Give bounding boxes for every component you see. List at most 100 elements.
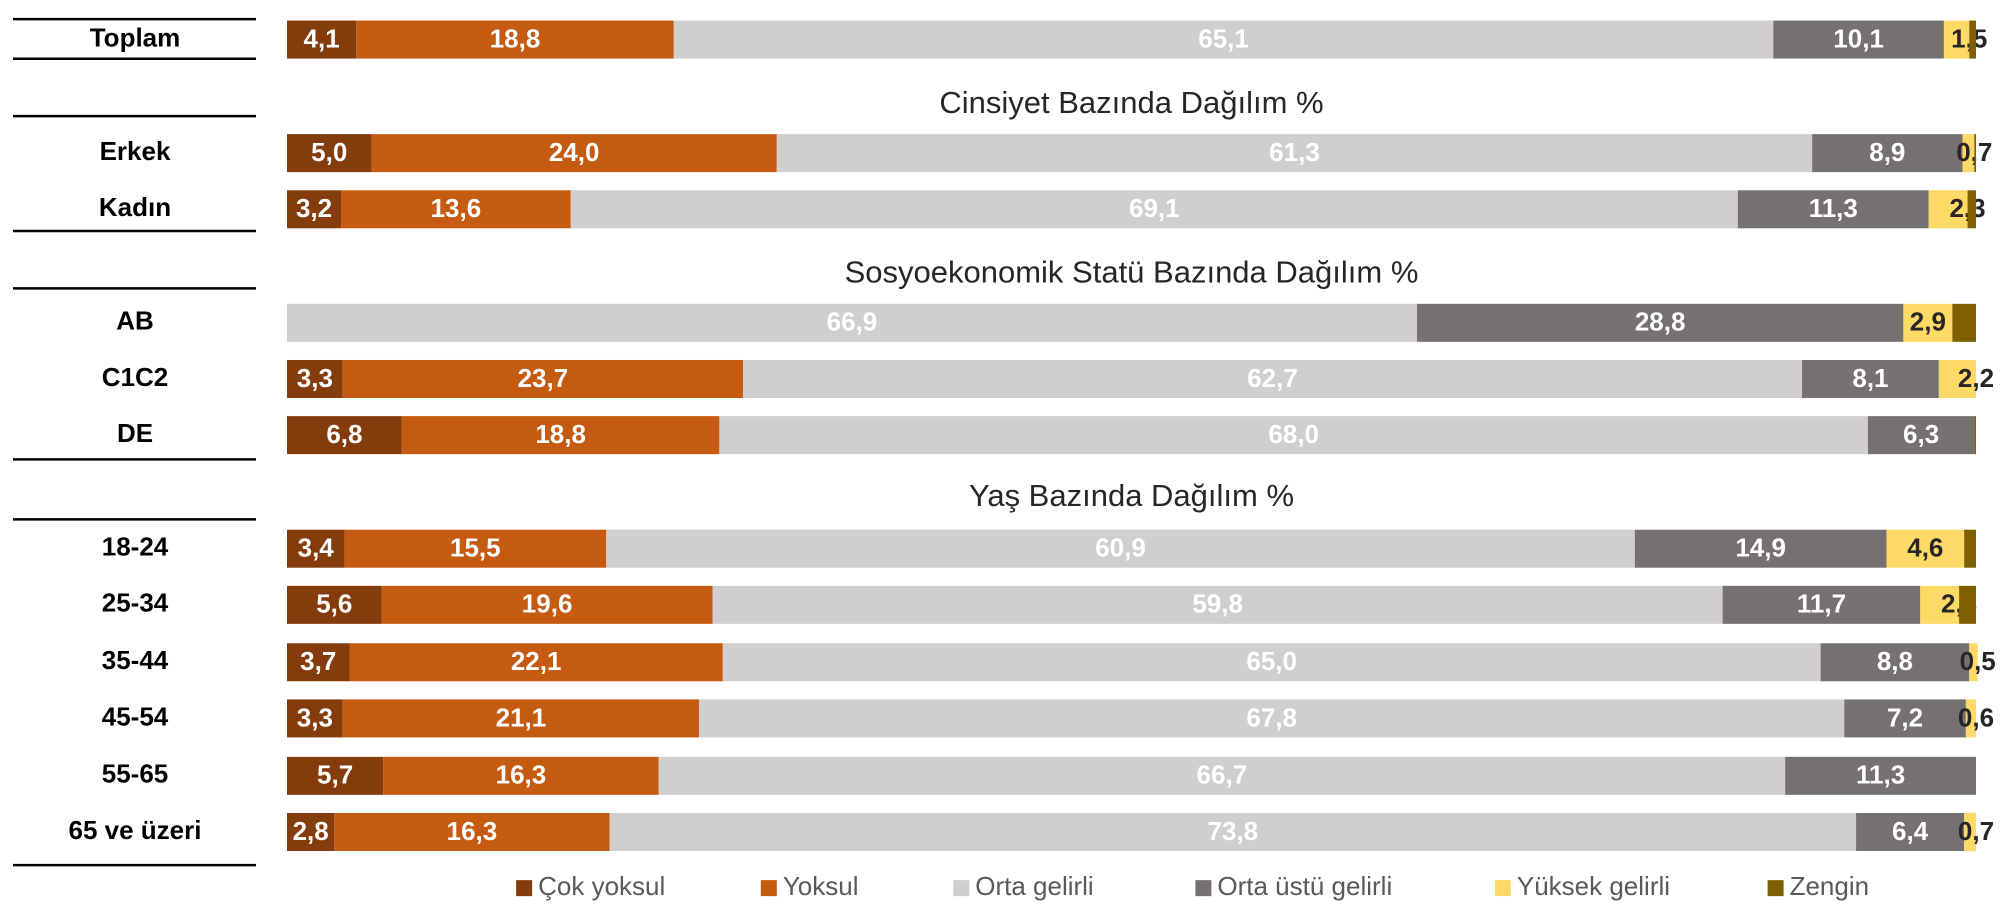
value-label: 18,8 [490, 23, 541, 53]
bar-segment [287, 643, 350, 682]
legend-label: Çok yoksul [538, 871, 665, 901]
bar-segment [699, 699, 1845, 738]
legend-swatch [1195, 880, 1212, 897]
bar-segment [371, 134, 777, 173]
value-label: 2,8 [293, 816, 329, 846]
bar-segment [1634, 529, 1887, 568]
value-label: 65,1 [1198, 23, 1249, 53]
bar-segment [1965, 699, 1976, 738]
bar-segment [1802, 359, 1939, 398]
value-label: 16,3 [496, 760, 547, 790]
bar-segment [287, 190, 342, 229]
legend-swatch [953, 880, 970, 897]
bar-segment [342, 699, 700, 738]
value-label: 11,3 [1856, 760, 1905, 790]
bar-segment [342, 359, 744, 398]
bar-segment [1964, 529, 1976, 568]
bar-segment [287, 416, 402, 455]
value-label: 7,2 [1887, 702, 1923, 732]
bar-segment [1722, 585, 1921, 624]
value-label: 66,9 [827, 307, 878, 337]
bar-segment [776, 134, 1813, 173]
bar-segment [287, 699, 343, 738]
legend-swatch [1494, 880, 1511, 897]
bar-segment [1974, 416, 1976, 455]
bar-segment [287, 134, 372, 173]
value-label: 4,6 [1907, 533, 1943, 563]
row-label: Kadın [99, 192, 171, 222]
bar-segment [1962, 134, 1975, 173]
bar-segment [287, 359, 343, 398]
value-label: 6,3 [1903, 419, 1939, 449]
bar-segment [743, 359, 1803, 398]
bar-segment [722, 643, 1821, 682]
value-label: 15,5 [450, 533, 501, 563]
value-label: 3,3 [297, 702, 333, 732]
bar-segment [1969, 20, 1976, 59]
row-label: 55-65 [102, 759, 169, 789]
value-label: 62,7 [1247, 363, 1298, 393]
value-label: 22,1 [511, 646, 562, 676]
value-label: 4,1 [304, 23, 340, 53]
value-label: 66,7 [1197, 760, 1248, 790]
panel-title: Cinsiyet Bazında Dağılım % [939, 85, 1323, 120]
value-label: 60,9 [1095, 533, 1146, 563]
bar-segment [341, 190, 571, 229]
row-label: C1C2 [102, 362, 168, 392]
bar-segment [1820, 643, 1970, 682]
bar-segment [1737, 190, 1929, 229]
value-label: 23,7 [518, 363, 569, 393]
value-label: 2,9 [1910, 307, 1946, 337]
bar-segment [1886, 529, 1965, 568]
bar-segment [1416, 303, 1904, 342]
legend-label: Yoksul [783, 871, 859, 901]
legend-label: Orta üstü gelirli [1217, 871, 1392, 901]
value-label: 3,2 [296, 193, 332, 223]
bar-segment [334, 812, 610, 851]
bar-segment [1938, 359, 1976, 398]
value-label: 14,9 [1735, 533, 1786, 563]
bar-segment [719, 416, 1868, 455]
value-label: 5,0 [311, 137, 347, 167]
bar-segment [287, 20, 357, 59]
row-label: 18-24 [102, 532, 169, 562]
value-label: 65,0 [1246, 646, 1297, 676]
bar-segment [344, 529, 607, 568]
value-label: 0,6 [1958, 702, 1994, 732]
value-label: 0,7 [1958, 816, 1994, 846]
value-label: 13,6 [431, 193, 482, 223]
value-label: 3,7 [300, 646, 336, 676]
panel-title: Yaş Bazında Dağılım % [969, 478, 1294, 513]
bar-segment [1903, 303, 1953, 342]
legend-swatch [760, 880, 777, 897]
bar-segment [287, 529, 345, 568]
value-label: 5,7 [317, 760, 353, 790]
bar-segment [673, 20, 1774, 59]
value-label: 19,6 [522, 589, 573, 619]
legend-label: Zengin [1790, 871, 1870, 901]
bar-segment [609, 812, 1857, 851]
bar-segment [381, 585, 713, 624]
bar-segment [1943, 20, 1970, 59]
bar-segment [287, 585, 382, 624]
bar-segment [1812, 134, 1963, 173]
value-label: 8,9 [1869, 137, 1905, 167]
bar-segment [1920, 585, 1960, 624]
value-label: 73,8 [1208, 816, 1259, 846]
bar-segment [570, 190, 1738, 229]
value-label: 8,8 [1877, 646, 1913, 676]
value-label: 10,1 [1833, 23, 1884, 53]
value-label: 8,1 [1852, 363, 1888, 393]
bar-segment [1959, 585, 1976, 624]
bar-segment [1974, 134, 1976, 173]
value-label: 59,8 [1192, 589, 1243, 619]
row-label: 45-54 [102, 701, 169, 731]
bar-segment [1844, 699, 1966, 738]
value-label: 69,1 [1129, 193, 1180, 223]
value-label: 24,0 [549, 137, 600, 167]
value-label: 3,3 [297, 363, 333, 393]
bar-segment [1967, 190, 1976, 229]
bar-segment [1952, 303, 1976, 342]
bar-segment [712, 585, 1723, 624]
